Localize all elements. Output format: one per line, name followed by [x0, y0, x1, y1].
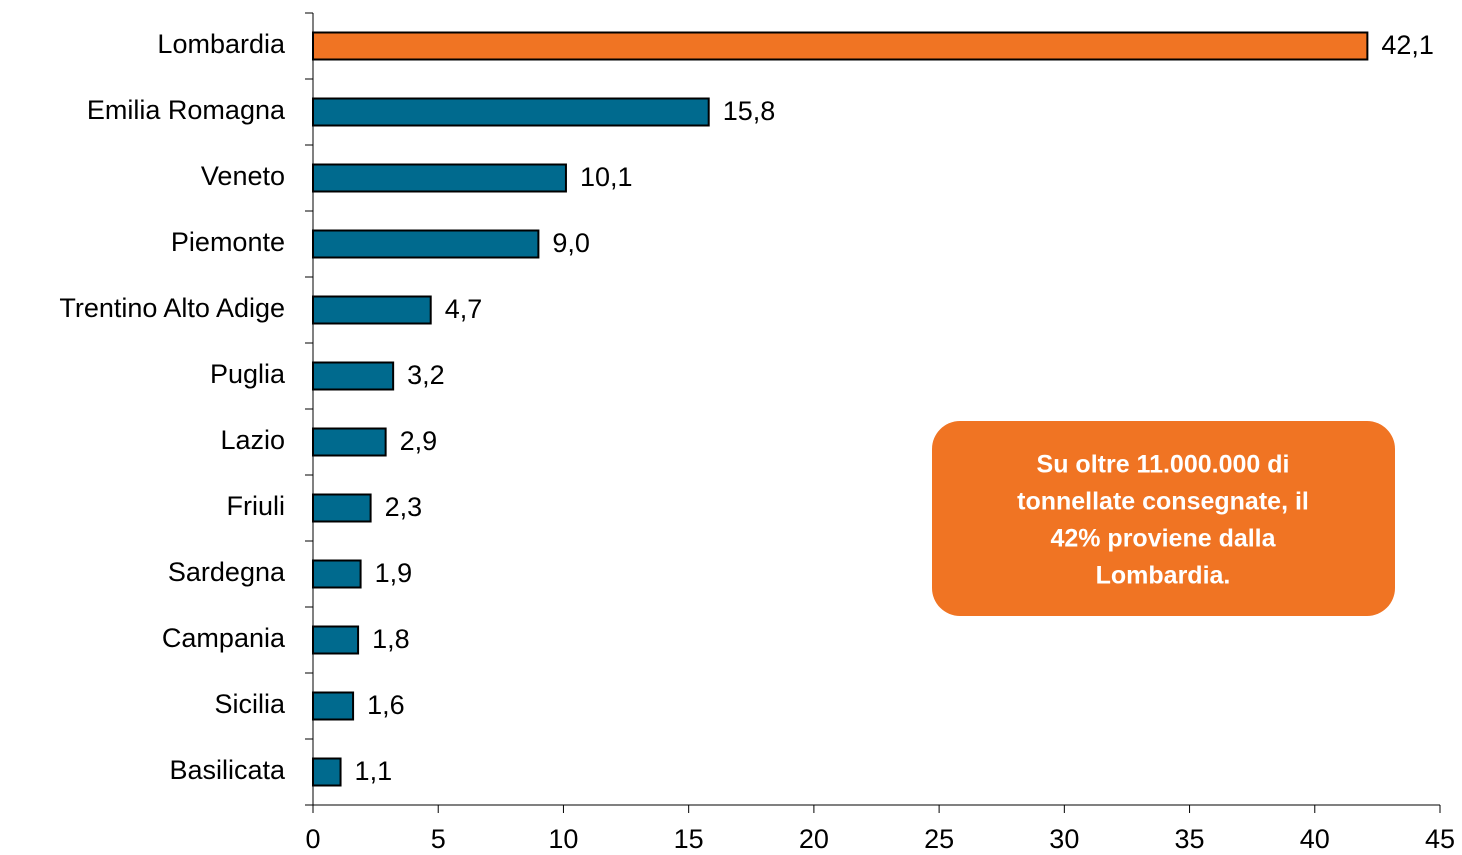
y-tick-label: Emilia Romagna: [87, 95, 286, 125]
annotation-text: Lombardia.: [1096, 562, 1231, 590]
y-tick-label: Lombardia: [157, 29, 286, 59]
value-label: 2,3: [385, 492, 423, 522]
y-tick-label: Puglia: [210, 359, 286, 389]
y-tick-label: Lazio: [220, 425, 285, 455]
x-tick-label: 35: [1175, 824, 1205, 854]
annotation-box: [932, 421, 1395, 616]
annotation-text: Su oltre 11.000.000 di: [1037, 451, 1290, 479]
bar: [312, 559, 362, 589]
annotation-text: tonnellate consegnate, il: [1017, 488, 1309, 516]
value-label: 10,1: [580, 162, 633, 192]
y-tick-label: Piemonte: [171, 227, 285, 257]
value-label: 1,8: [372, 624, 410, 654]
bar: [312, 31, 1369, 61]
x-tick-label: 40: [1300, 824, 1330, 854]
value-label: 4,7: [445, 294, 483, 324]
y-tick-label: Basilicata: [169, 755, 286, 785]
y-tick-label: Trentino Alto Adige: [59, 293, 285, 323]
bar: [312, 163, 567, 193]
bar: [312, 295, 432, 325]
annotation-text: 42% proviene dalla: [1050, 525, 1276, 553]
y-tick-label: Campania: [162, 623, 286, 653]
bar: [312, 691, 355, 721]
y-tick-label: Sicilia: [214, 689, 286, 719]
bar: [312, 757, 342, 787]
bar: [312, 493, 372, 523]
bar: [312, 625, 360, 655]
y-tick-label: Sardegna: [168, 557, 286, 587]
value-label: 1,6: [367, 690, 405, 720]
value-label: 2,9: [400, 426, 438, 456]
x-tick-label: 10: [548, 824, 578, 854]
value-label: 1,9: [375, 558, 413, 588]
y-tick-label: Friuli: [227, 491, 286, 521]
bar: [312, 427, 387, 457]
value-label: 9,0: [552, 228, 590, 258]
x-tick-label: 20: [799, 824, 829, 854]
value-label: 15,8: [723, 96, 776, 126]
x-tick-label: 30: [1049, 824, 1079, 854]
bar: [312, 97, 710, 127]
bar: [312, 229, 540, 259]
x-tick-label: 25: [924, 824, 954, 854]
value-label: 42,1: [1381, 30, 1434, 60]
x-tick-label: 45: [1425, 824, 1455, 854]
x-tick-label: 15: [674, 824, 704, 854]
bar: [312, 361, 395, 391]
value-label: 3,2: [407, 360, 445, 390]
value-label: 1,1: [355, 756, 393, 786]
x-tick-label: 0: [305, 824, 320, 854]
x-tick-label: 5: [431, 824, 446, 854]
y-tick-label: Veneto: [201, 161, 285, 191]
